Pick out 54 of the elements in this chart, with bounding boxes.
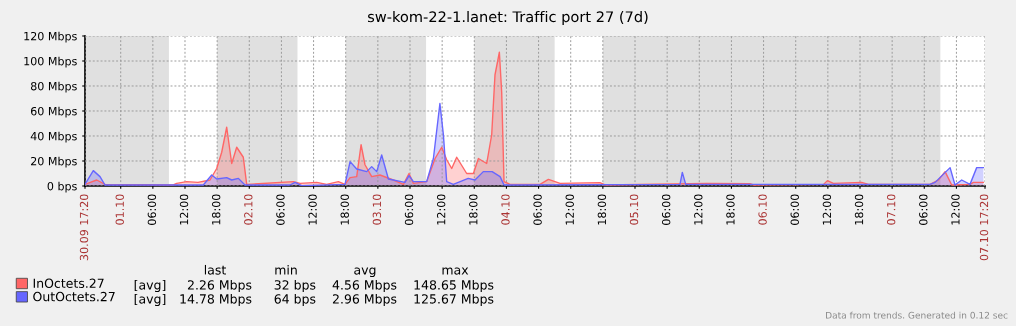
x-tick-label: 06:00 (661, 194, 671, 225)
y-tick-label: 60 Mbps (30, 106, 77, 118)
x-tick-label: 18:00 (854, 194, 864, 225)
y-tick-label: 120 Mbps (24, 31, 77, 43)
x-tick-label: 06:00 (790, 194, 799, 225)
x-tick-label: 18:00 (597, 194, 607, 225)
x-tick-label: 07.10 (886, 194, 896, 225)
text: 2.26 Mbps (187, 279, 252, 293)
legend-label: InOctets.27 (33, 278, 104, 288)
x-tick-label: 12:00 (565, 194, 574, 225)
text: avg (354, 267, 376, 278)
legend-label: OutOctets.27 (33, 291, 115, 302)
y-tick-label: 0 bps (47, 181, 77, 193)
x-tick-label: 12:00 (951, 194, 960, 225)
y-tick-label: 20 Mbps (31, 156, 77, 168)
x-tick-label: 30.09 17:20 (79, 194, 89, 261)
text: last (204, 264, 226, 275)
text: 64 bps (274, 293, 316, 307)
text: 32 bps (274, 279, 316, 293)
x-tick-label: 12:00 (308, 194, 317, 225)
x-tick-label: 12:00 (822, 194, 832, 225)
x-tick-label: 06:00 (404, 194, 414, 225)
x-tick-label: 12:00 (694, 194, 703, 225)
y-tick-label: 80 Mbps (30, 81, 77, 93)
y-tick-label: 100 Mbps (24, 56, 77, 68)
text: 4.56 Mbps (332, 279, 397, 293)
x-tick-label: 18:00 (340, 194, 349, 225)
y-tick-label: 40 Mbps (30, 131, 77, 143)
x-tick-label: 18:00 (726, 194, 735, 225)
x-tick-label: 06:00 (276, 194, 285, 225)
text: Data from trends. Generated in 0.12 sec (826, 311, 1008, 319)
x-tick-label: 07.10 17:20 (979, 194, 989, 261)
text: 125.67 Mbps (414, 293, 494, 307)
x-tick-label: 05.10 (629, 194, 639, 225)
x-tick-label: 18:00 (211, 194, 221, 225)
x-tick-label: 06:00 (147, 194, 157, 225)
text: min (275, 264, 297, 275)
text: 14.78 Mbps (180, 293, 252, 307)
x-tick-label: 06:00 (533, 194, 542, 225)
text: max (442, 267, 469, 275)
x-tick-label: 02.10 (244, 194, 253, 225)
x-tick-label: 06.10 (758, 194, 767, 225)
x-tick-label: 06:00 (919, 194, 928, 225)
chart-title: sw-kom-22-1.lanet: Traffic port 27 (7d) (368, 10, 648, 26)
x-tick-label: 03.10 (372, 194, 382, 225)
text: 148.65 Mbps (414, 279, 494, 293)
x-tick-label: 12:00 (179, 194, 189, 225)
text: [avg] (134, 293, 166, 307)
text: 2.96 Mbps (332, 293, 397, 307)
x-tick-label: 12:00 (436, 194, 446, 225)
x-tick-label: 04.10 (501, 194, 510, 225)
x-tick-label: 18:00 (469, 194, 478, 225)
x-tick-label: 01.10 (115, 194, 124, 225)
text: [avg] (134, 279, 166, 293)
